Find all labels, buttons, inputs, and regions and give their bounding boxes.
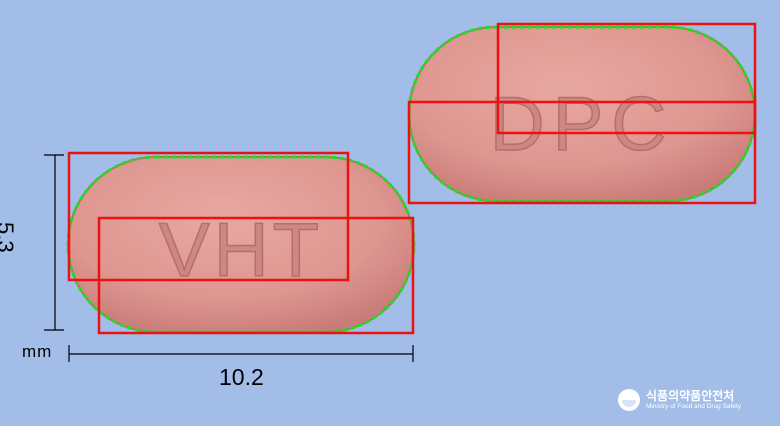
pill-back-imprint: DPC [490, 82, 674, 167]
detection-boxes [67, 22, 757, 335]
height-label: 5.3 [0, 222, 18, 253]
logo-korean-text: 식품의약품안전처 [646, 388, 735, 403]
box-front-upper [67, 151, 350, 282]
box-front-lower [97, 216, 415, 335]
mfds-emblem-icon [618, 389, 640, 411]
mfds-logo: 식품의약품안전처 Ministry of Food and Drug Safet… [618, 385, 768, 415]
dimension-lines [44, 154, 414, 362]
pill-front: VHT [66, 155, 416, 334]
box-back-lower [407, 100, 757, 205]
pill-back: DPC [407, 25, 757, 203]
unit-label: mm [22, 342, 53, 361]
width-label: 10.2 [219, 364, 264, 390]
box-back-upper [496, 22, 757, 135]
logo-english-text: Ministry of Food and Drug Safety [646, 402, 742, 410]
